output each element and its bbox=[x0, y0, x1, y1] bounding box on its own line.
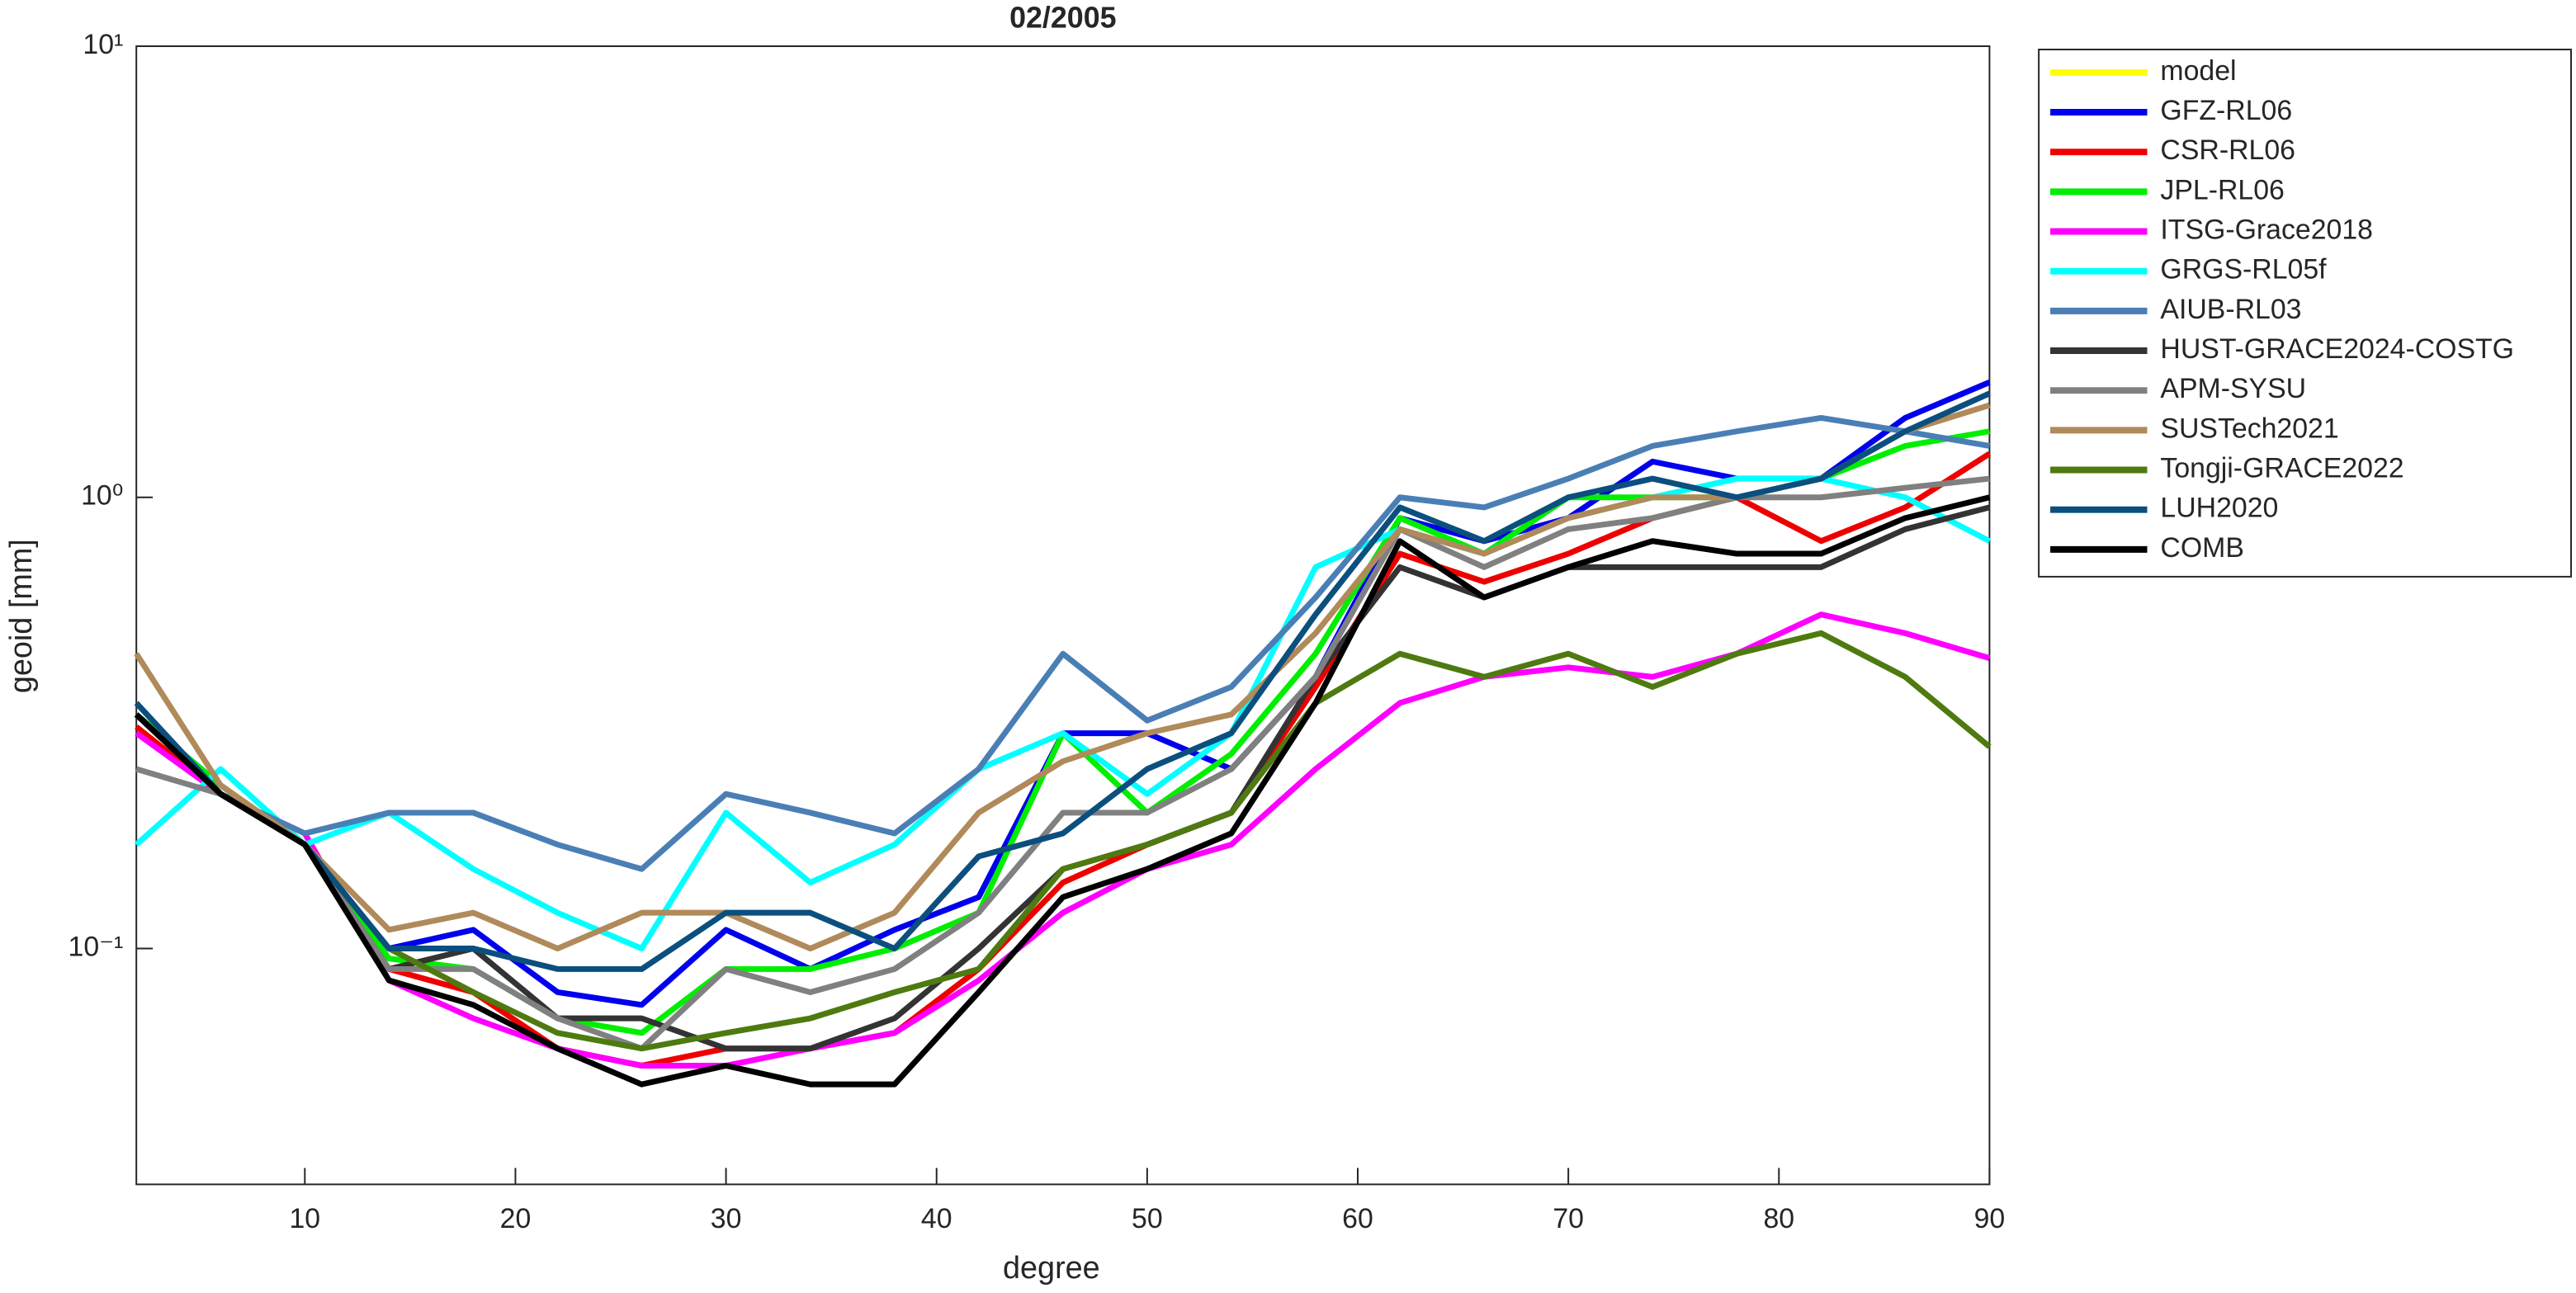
y-axis-label: geoid [mm] bbox=[4, 539, 39, 693]
series-line bbox=[135, 475, 1990, 1052]
plot-area bbox=[135, 45, 1991, 1186]
legend-label: AIUB-RL03 bbox=[2160, 294, 2301, 325]
legend-label: Tongji-GRACE2022 bbox=[2160, 452, 2403, 484]
chart-title: 02/2005 bbox=[1009, 2, 1116, 35]
legend-label: APM-SYSU bbox=[2160, 373, 2306, 404]
legend-label: GFZ-RL06 bbox=[2160, 95, 2292, 126]
legend-label: JPL-RL06 bbox=[2160, 174, 2284, 205]
x-axis-label: degree bbox=[1003, 1251, 1100, 1286]
y-tick-label: 10⁻¹ bbox=[69, 931, 124, 962]
legend-label: model bbox=[2160, 55, 2236, 87]
x-tick-label: 60 bbox=[1342, 1203, 1373, 1234]
x-tick-label: 30 bbox=[711, 1203, 742, 1234]
series-line bbox=[134, 390, 1991, 972]
legend-label: COMB bbox=[2160, 532, 2244, 564]
series-line bbox=[134, 402, 1991, 952]
x-tick-label: 90 bbox=[1974, 1203, 2006, 1234]
x-tick-label: 40 bbox=[921, 1203, 952, 1234]
series-line bbox=[134, 630, 1992, 1052]
x-tick-label: 80 bbox=[1763, 1203, 1794, 1234]
legend-label: ITSG-Grace2018 bbox=[2160, 214, 2373, 245]
legend-label: CSR-RL06 bbox=[2160, 134, 2295, 166]
legend-label: GRGS-RL05f bbox=[2160, 254, 2327, 285]
x-tick-label: 20 bbox=[500, 1203, 532, 1234]
y-tick-label: 10¹ bbox=[83, 29, 123, 60]
legend-label: SUSTech2021 bbox=[2160, 413, 2338, 444]
x-tick-label: 10 bbox=[289, 1203, 320, 1234]
series-line bbox=[135, 611, 1991, 1069]
series-line bbox=[134, 494, 1991, 1088]
x-tick-label: 50 bbox=[1132, 1203, 1163, 1234]
legend-label: LUH2020 bbox=[2160, 493, 2278, 524]
series-line bbox=[134, 475, 1992, 952]
legend-label: HUST-GRACE2024-COSTG bbox=[2160, 333, 2514, 365]
y-tick-label: 10⁰ bbox=[81, 480, 123, 512]
x-tick-label: 70 bbox=[1553, 1203, 1584, 1234]
series-line bbox=[134, 414, 1991, 872]
